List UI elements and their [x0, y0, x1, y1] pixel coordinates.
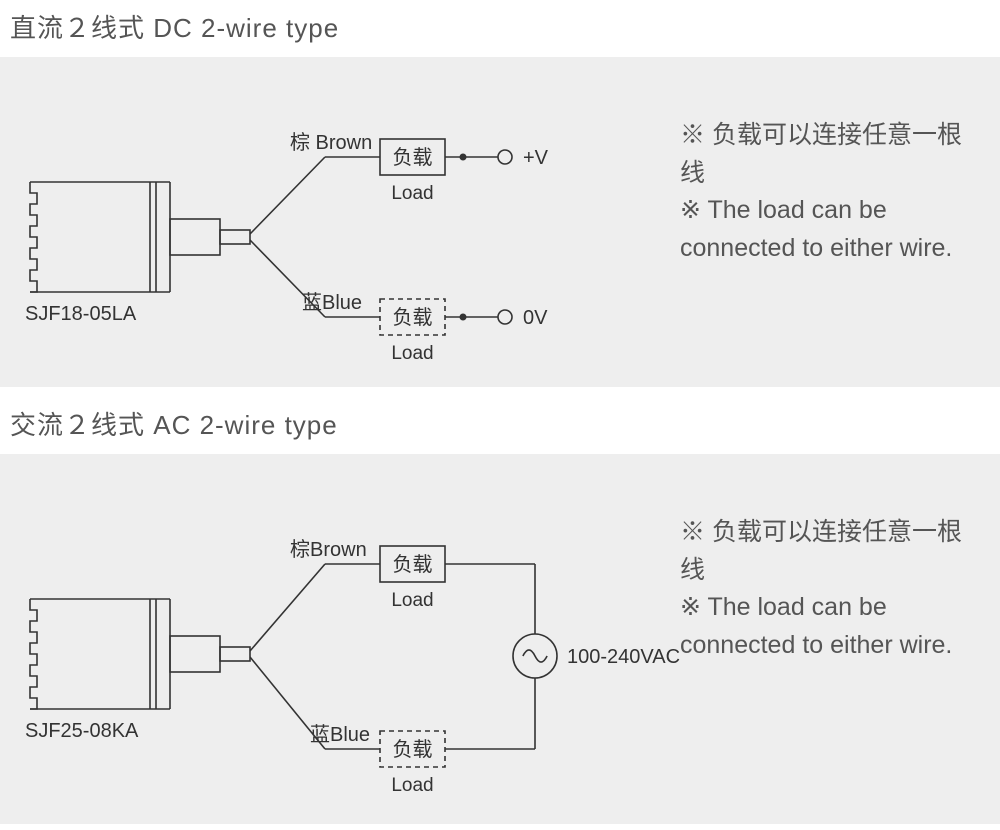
svg-text:SJF18-05LA: SJF18-05LA [25, 303, 137, 325]
dc-panel: SJF18-05LA 棕 Brown 蓝Blue 负载 Load 负载 Load +V 0V ※… [0, 57, 1000, 387]
svg-text:负载: 负载 [393, 146, 433, 169]
dc-diagram: SJF18-05LA 棕 Brown 蓝Blue 负载 Load 负载 Load +V 0V [0, 57, 680, 392]
svg-text:Load: Load [391, 775, 433, 796]
ac-panel: SJF25-08KA 棕Brown 蓝Blue 负载 Load 负载 Load 100-240… [0, 454, 1000, 824]
ac-section-title: 交流２线式 AC 2-wire type [0, 387, 1000, 454]
svg-text:蓝Blue: 蓝Blue [302, 291, 362, 314]
svg-text:Load: Load [391, 183, 433, 204]
svg-text:Load: Load [391, 343, 433, 364]
svg-text:SJF25-08KA: SJF25-08KA [25, 720, 139, 742]
dc-section-title: 直流２线式 DC 2-wire type [0, 0, 1000, 57]
svg-text:棕 Brown: 棕 Brown [290, 131, 372, 154]
ac-note: ※ 负载可以连接任意一根线※ The load can be connected… [680, 514, 970, 664]
svg-text:负载: 负载 [393, 738, 433, 761]
svg-text:蓝Blue: 蓝Blue [310, 723, 370, 746]
svg-text:Load: Load [391, 590, 433, 611]
svg-text:棕Brown: 棕Brown [290, 538, 367, 561]
svg-text:负载: 负载 [393, 306, 433, 329]
ac-diagram: SJF25-08KA 棕Brown 蓝Blue 负载 Load 负载 Load 100-240… [0, 454, 720, 829]
svg-text:0V: 0V [523, 307, 548, 329]
dc-note: ※ 负载可以连接任意一根线※ The load can be connected… [680, 117, 970, 267]
svg-text:负载: 负载 [393, 553, 433, 576]
svg-text:100-240VAC: 100-240VAC [567, 646, 680, 668]
svg-text:+V: +V [523, 147, 549, 169]
